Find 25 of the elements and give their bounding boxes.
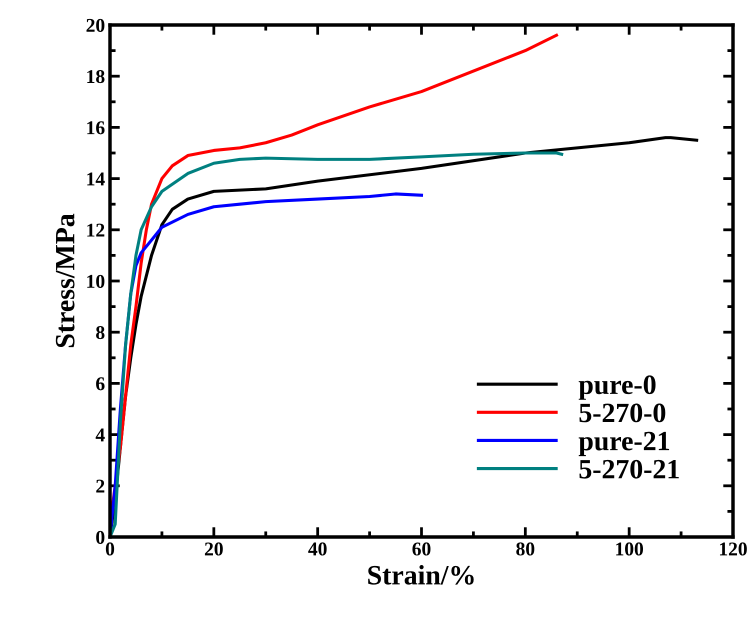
x-tick-label: 80 <box>516 542 534 556</box>
y-axis-title: Stress/MPa <box>56 214 74 348</box>
y-tick-label: 2 <box>96 480 104 493</box>
x-tick-label: 40 <box>308 542 327 556</box>
legend-label: pure-21 <box>578 432 670 456</box>
x-axis-title: Strain/% <box>368 565 474 585</box>
y-tick-label: 0 <box>96 530 104 544</box>
x-tick-label: 0 <box>106 542 114 556</box>
y-tick-label: 14 <box>87 172 105 186</box>
y-tick-label: 16 <box>87 121 105 134</box>
x-tick-label: 120 <box>720 542 747 556</box>
x-tick-label: 100 <box>616 542 644 556</box>
y-tick-label: 8 <box>96 326 104 340</box>
legend-label: pure-0 <box>578 375 656 400</box>
y-tick-label: 20 <box>86 18 104 32</box>
x-tick-label: 20 <box>204 542 223 556</box>
y-tick-label: 6 <box>96 377 105 390</box>
y-tick-label: 10 <box>87 274 104 288</box>
legend-label: 5-270-0 <box>580 404 666 422</box>
line-series <box>110 151 564 537</box>
y-tick-label: 4 <box>96 428 105 442</box>
y-tick-label: 12 <box>87 224 104 237</box>
legend-label: 5-270-21 <box>580 460 679 479</box>
y-tick-label: 18 <box>87 70 104 84</box>
x-tick-label: 60 <box>412 542 430 556</box>
